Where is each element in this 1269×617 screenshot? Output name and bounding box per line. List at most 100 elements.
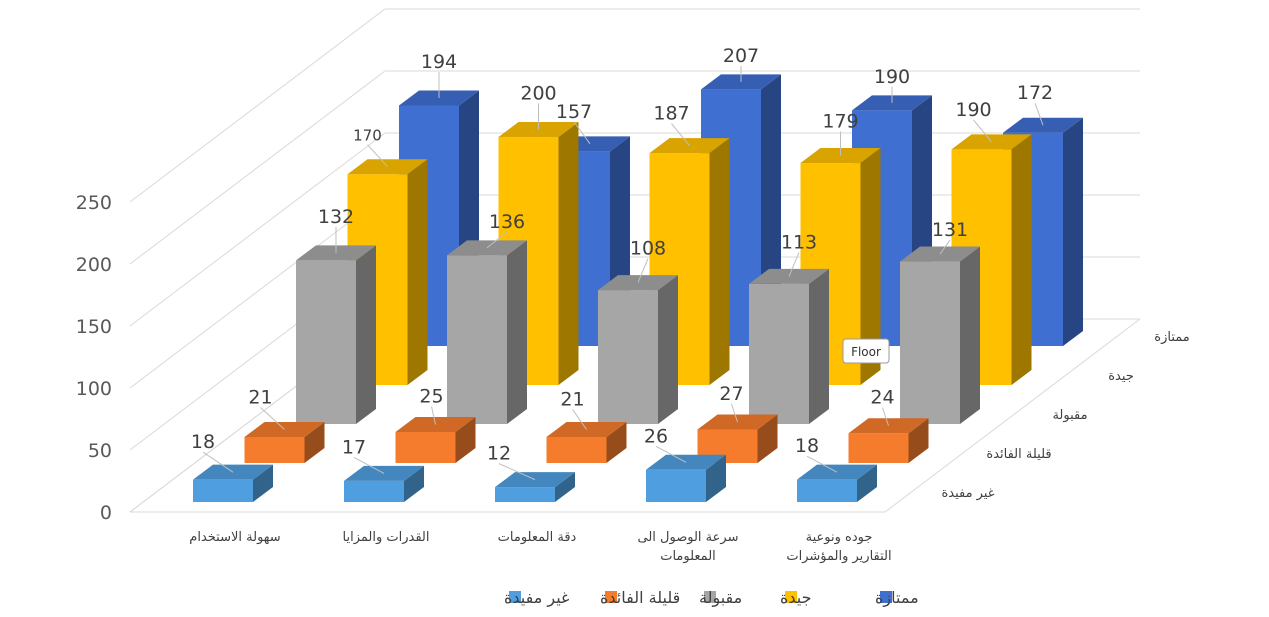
leader-line — [486, 231, 508, 249]
bar-front — [193, 479, 253, 502]
legend-swatch — [605, 591, 617, 603]
bar-front — [447, 255, 507, 424]
category-label: التقارير والمؤشرات — [786, 549, 891, 564]
bar-side — [1063, 117, 1083, 346]
legend-swatch — [785, 591, 797, 603]
bar-front — [646, 469, 706, 502]
legend-label: ممتازة — [875, 588, 919, 608]
bar-front — [797, 479, 857, 502]
bar — [344, 465, 424, 502]
series-depth-labels: غير مفيدة قليلة الفائدة مقبولة جيدة ممتازة — [941, 330, 1189, 501]
series-depth-label: ممتازة — [1154, 330, 1189, 345]
data-label: 207 — [723, 45, 759, 67]
bar-front — [296, 260, 356, 424]
leader-line — [431, 406, 436, 425]
bar — [797, 464, 877, 502]
legend-swatch — [704, 591, 716, 603]
data-label: 157 — [556, 101, 592, 123]
data-label: 172 — [1017, 82, 1053, 104]
data-label: 108 — [630, 238, 666, 260]
bar-side — [356, 245, 376, 424]
data-label: 27 — [719, 383, 743, 405]
data-label: 131 — [932, 219, 968, 241]
series-depth-label: قليلة الفائدة — [986, 447, 1051, 462]
data-label: 113 — [781, 231, 817, 253]
data-label: 21 — [248, 386, 272, 408]
category-labels: سهولة الاستخدام القدرات والمزايا دقة المعل… — [189, 530, 891, 564]
data-label: 190 — [874, 66, 910, 88]
bar-side — [558, 122, 579, 385]
bar-front — [598, 290, 658, 424]
bar — [296, 245, 376, 424]
category-label: سهولة الاستخدام — [189, 530, 280, 545]
leader-line — [498, 463, 536, 481]
series-depth-label: مقبولة — [1052, 408, 1087, 423]
data-label: 194 — [421, 51, 457, 73]
category-label: دقة المعلومات — [498, 530, 577, 545]
bar-front — [546, 436, 607, 463]
leader-line — [655, 445, 687, 463]
bar — [193, 464, 273, 502]
bar-side — [407, 159, 428, 385]
bar-side — [809, 268, 829, 424]
bar-side — [606, 421, 627, 463]
bar — [749, 268, 829, 424]
bar-side — [757, 414, 778, 463]
bar-side — [507, 240, 527, 424]
bar — [244, 421, 325, 463]
bar — [900, 246, 980, 424]
bar — [546, 421, 627, 463]
leader-line — [731, 403, 738, 423]
bar — [598, 275, 678, 424]
y-tick-label: 100 — [76, 378, 112, 400]
bar-side — [857, 464, 877, 502]
bar-side — [1011, 134, 1032, 385]
bar-side — [960, 246, 980, 424]
bar-side — [908, 418, 929, 463]
bar — [395, 417, 476, 463]
data-label: 136 — [489, 211, 525, 233]
leader-line — [573, 121, 591, 145]
leader-line — [572, 409, 587, 430]
leader-line — [202, 451, 234, 473]
legend-label: غير مفيدة — [504, 588, 569, 608]
y-tick-label: 150 — [76, 316, 112, 338]
data-label: 187 — [653, 103, 689, 125]
category-label: جوده ونوعية — [806, 530, 873, 545]
bar-front — [344, 480, 404, 502]
leader-line — [353, 456, 385, 474]
bar-front — [900, 261, 960, 424]
leader-line — [671, 123, 690, 146]
category-label: المعلومات — [660, 549, 716, 564]
bar — [447, 240, 527, 424]
bar-front — [395, 432, 456, 463]
bar-side — [304, 421, 325, 463]
legend-swatch — [880, 591, 892, 603]
leader-line — [260, 407, 285, 430]
data-label: 18 — [795, 435, 819, 457]
bar-side — [253, 464, 273, 502]
data-label: 170 — [353, 127, 382, 145]
bar-side — [658, 275, 678, 424]
leader-line — [973, 119, 992, 143]
data-label: 26 — [644, 425, 668, 447]
leader-line — [788, 252, 800, 277]
data-label: 190 — [955, 99, 991, 121]
floor-tooltip: Floor — [842, 338, 890, 364]
data-label: 200 — [520, 83, 556, 105]
legend: ممتازة جيدة مقبولة قليلة الفائدة غير مفيدة — [504, 588, 919, 608]
bar-front — [848, 433, 909, 463]
series-depth-label: غير مفيدة — [941, 486, 994, 501]
bar-side — [455, 417, 476, 463]
bar-side — [860, 148, 881, 385]
y-axis-ticks: 0 50 100 150 200 250 — [76, 192, 112, 524]
leader-line — [1034, 103, 1044, 126]
bar-front — [244, 436, 305, 463]
bar — [495, 472, 575, 502]
category-label: سرعة الوصول الى — [638, 530, 739, 545]
data-label: 12 — [487, 443, 511, 465]
data-labels: 194 157 207 190 172 170 200 187 179 190 132 136 108 1… — [191, 45, 1053, 481]
data-label: 21 — [560, 388, 584, 410]
legend-label: مقبولة — [699, 588, 742, 608]
